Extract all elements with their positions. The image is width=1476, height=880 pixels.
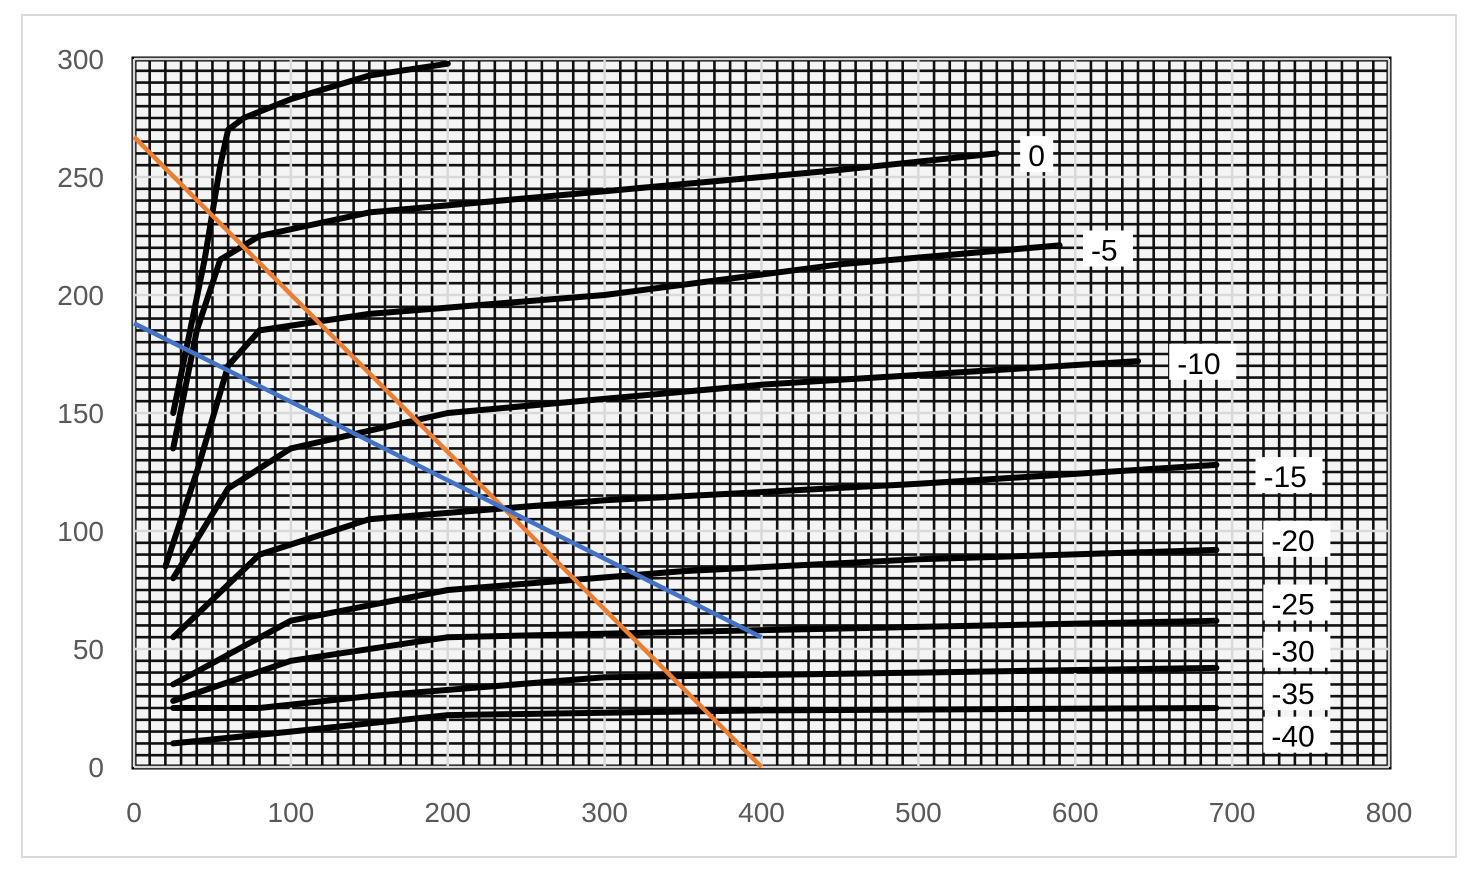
curve-label: -10 bbox=[1177, 348, 1220, 381]
curve-label-bg bbox=[1082, 230, 1133, 267]
x-tick-label: 200 bbox=[424, 797, 471, 828]
curve--5 bbox=[170, 150, 1000, 452]
y-tick-label: 50 bbox=[73, 634, 104, 665]
x-axis-ticks: 0 100 200 300 400 500 600 700 800 bbox=[126, 797, 1412, 828]
curve-label: -40 bbox=[1271, 721, 1314, 754]
curve-label: 0 bbox=[1028, 140, 1045, 173]
overlay-line-1 bbox=[132, 135, 764, 769]
curve-label: -20 bbox=[1271, 525, 1314, 558]
y-tick-label: 150 bbox=[57, 398, 104, 429]
curve--15 bbox=[170, 358, 1141, 582]
curve-label: -30 bbox=[1271, 636, 1314, 669]
curve--30 bbox=[170, 617, 1220, 704]
x-tick-label: 700 bbox=[1209, 797, 1256, 828]
curve-label-bg bbox=[1263, 520, 1331, 557]
overlay-lines bbox=[132, 135, 764, 769]
curve-label-bg bbox=[1169, 343, 1237, 380]
curve-label: -15 bbox=[1264, 461, 1307, 494]
curve-label-bg bbox=[1263, 584, 1331, 621]
curve--25 bbox=[170, 546, 1220, 688]
curve--20 bbox=[170, 461, 1220, 641]
curve-label-bg bbox=[1020, 136, 1054, 173]
scanned-curves: 0 -5 -10 -15 -20 -25 -30 -35 -40 bbox=[162, 60, 1331, 754]
chart-svg: 0 -5 -10 -15 -20 -25 -30 -35 -40 0 50 100 150 200 250… bbox=[57, 44, 1412, 828]
curve-label-bg bbox=[1255, 457, 1323, 494]
x-tick-label: 600 bbox=[1052, 797, 1099, 828]
x-tick-label: 100 bbox=[268, 797, 315, 828]
x-tick-label: 500 bbox=[895, 797, 942, 828]
major-grid bbox=[132, 57, 1391, 769]
curve-label: -5 bbox=[1091, 235, 1118, 268]
y-tick-label: 100 bbox=[57, 516, 104, 547]
curve-label: -35 bbox=[1271, 678, 1314, 711]
curve-0 bbox=[170, 60, 451, 416]
chart-frame: 0 -5 -10 -15 -20 -25 -30 -35 -40 0 50 100 150 200 250… bbox=[21, 14, 1457, 858]
curve-label: -25 bbox=[1271, 589, 1314, 622]
curve--10 bbox=[162, 242, 1063, 570]
y-tick-label: 250 bbox=[57, 162, 104, 193]
x-tick-label: 0 bbox=[126, 797, 142, 828]
y-tick-label: 0 bbox=[88, 752, 104, 783]
y-tick-label: 200 bbox=[57, 280, 104, 311]
x-tick-label: 400 bbox=[738, 797, 785, 828]
curve-label-bg bbox=[1263, 674, 1331, 711]
curve-label-bg bbox=[1263, 716, 1331, 753]
overlay-line-2 bbox=[132, 321, 763, 640]
curve--40 bbox=[170, 705, 1220, 747]
curve--35 bbox=[170, 664, 1220, 711]
x-tick-label: 800 bbox=[1366, 797, 1413, 828]
y-tick-label: 300 bbox=[57, 44, 104, 75]
curve-label-bg bbox=[1263, 631, 1331, 668]
y-axis-ticks: 0 50 100 150 200 250 300 bbox=[57, 44, 104, 783]
x-tick-label: 300 bbox=[581, 797, 628, 828]
